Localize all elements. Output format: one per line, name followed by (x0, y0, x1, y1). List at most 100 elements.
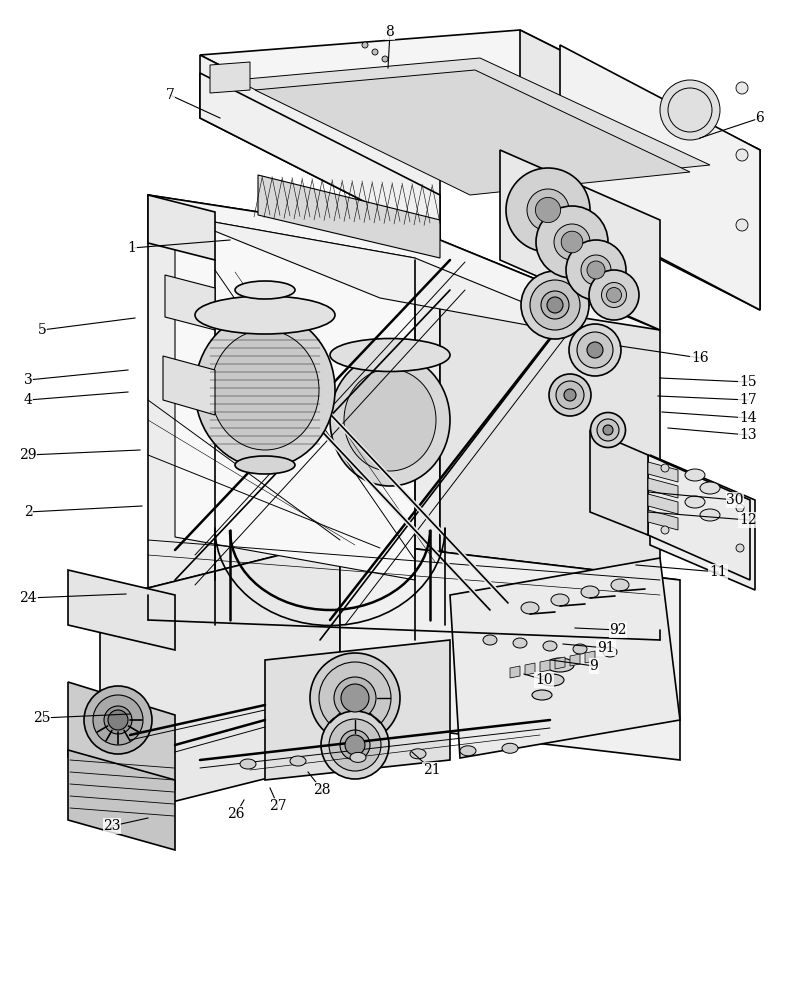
Polygon shape (100, 540, 340, 820)
Text: 26: 26 (227, 807, 245, 821)
Ellipse shape (240, 759, 256, 769)
Polygon shape (258, 175, 440, 258)
Polygon shape (255, 70, 690, 195)
Circle shape (362, 42, 368, 48)
Ellipse shape (483, 635, 497, 645)
Text: 13: 13 (739, 428, 757, 442)
Ellipse shape (350, 752, 366, 762)
Text: 30: 30 (726, 493, 743, 507)
Ellipse shape (700, 509, 720, 521)
Ellipse shape (546, 658, 574, 672)
Polygon shape (555, 657, 565, 669)
Polygon shape (648, 478, 678, 498)
Polygon shape (510, 666, 520, 678)
Circle shape (607, 288, 621, 302)
Polygon shape (590, 430, 648, 535)
Text: 11: 11 (709, 565, 727, 579)
Polygon shape (650, 455, 755, 590)
Ellipse shape (502, 743, 518, 753)
Text: 27: 27 (269, 799, 287, 813)
Text: 6: 6 (755, 111, 764, 125)
Text: 91: 91 (597, 641, 615, 655)
Polygon shape (148, 195, 440, 640)
Polygon shape (163, 356, 215, 415)
Ellipse shape (310, 653, 400, 743)
Circle shape (341, 684, 369, 712)
Text: 2: 2 (23, 505, 32, 519)
Circle shape (372, 49, 378, 55)
Ellipse shape (569, 324, 621, 376)
Text: 28: 28 (314, 783, 330, 797)
Circle shape (108, 710, 128, 730)
Ellipse shape (700, 482, 720, 494)
Circle shape (661, 464, 669, 472)
Circle shape (382, 56, 388, 62)
Ellipse shape (334, 677, 376, 719)
Polygon shape (68, 682, 175, 790)
Circle shape (736, 504, 744, 512)
Text: 10: 10 (535, 673, 553, 687)
Ellipse shape (581, 586, 599, 598)
Polygon shape (648, 462, 678, 482)
Circle shape (564, 389, 576, 401)
Polygon shape (265, 640, 450, 780)
Polygon shape (148, 195, 660, 330)
Ellipse shape (195, 296, 335, 334)
Ellipse shape (344, 369, 436, 471)
Ellipse shape (235, 281, 295, 299)
Ellipse shape (330, 354, 450, 486)
Ellipse shape (195, 312, 335, 468)
Polygon shape (648, 455, 750, 580)
Circle shape (587, 261, 605, 279)
Text: 23: 23 (103, 819, 120, 833)
Circle shape (736, 149, 748, 161)
Ellipse shape (410, 749, 426, 759)
Ellipse shape (532, 690, 552, 700)
Ellipse shape (573, 644, 587, 654)
Polygon shape (200, 73, 440, 240)
Polygon shape (200, 55, 440, 240)
Circle shape (736, 82, 748, 94)
Polygon shape (585, 651, 595, 663)
Circle shape (536, 197, 561, 223)
Ellipse shape (685, 496, 705, 508)
Ellipse shape (536, 206, 608, 278)
Ellipse shape (541, 291, 569, 319)
Polygon shape (200, 30, 760, 178)
Polygon shape (648, 510, 678, 530)
Text: 1: 1 (128, 241, 137, 255)
Polygon shape (540, 660, 550, 672)
Ellipse shape (290, 756, 306, 766)
Polygon shape (340, 540, 680, 760)
Polygon shape (520, 30, 760, 310)
Ellipse shape (551, 594, 569, 606)
Text: 15: 15 (739, 375, 757, 389)
Ellipse shape (556, 381, 584, 409)
Ellipse shape (235, 456, 295, 474)
Polygon shape (570, 654, 580, 666)
Text: 12: 12 (739, 513, 757, 527)
Circle shape (660, 80, 720, 140)
Ellipse shape (540, 674, 564, 686)
Text: 92: 92 (609, 623, 627, 637)
Ellipse shape (589, 270, 639, 320)
Text: 14: 14 (739, 411, 757, 425)
Ellipse shape (577, 332, 613, 368)
Circle shape (587, 342, 603, 358)
Polygon shape (68, 750, 175, 850)
Ellipse shape (321, 711, 389, 779)
Circle shape (736, 544, 744, 552)
Text: 9: 9 (590, 659, 599, 673)
Polygon shape (450, 558, 680, 758)
Ellipse shape (93, 695, 143, 745)
Circle shape (736, 219, 748, 231)
Polygon shape (440, 240, 660, 640)
Ellipse shape (543, 641, 557, 651)
Ellipse shape (601, 282, 626, 308)
Ellipse shape (549, 374, 591, 416)
Polygon shape (100, 540, 680, 640)
Ellipse shape (506, 168, 590, 252)
Text: 25: 25 (33, 711, 51, 725)
Text: 24: 24 (19, 591, 37, 605)
Ellipse shape (603, 647, 617, 657)
